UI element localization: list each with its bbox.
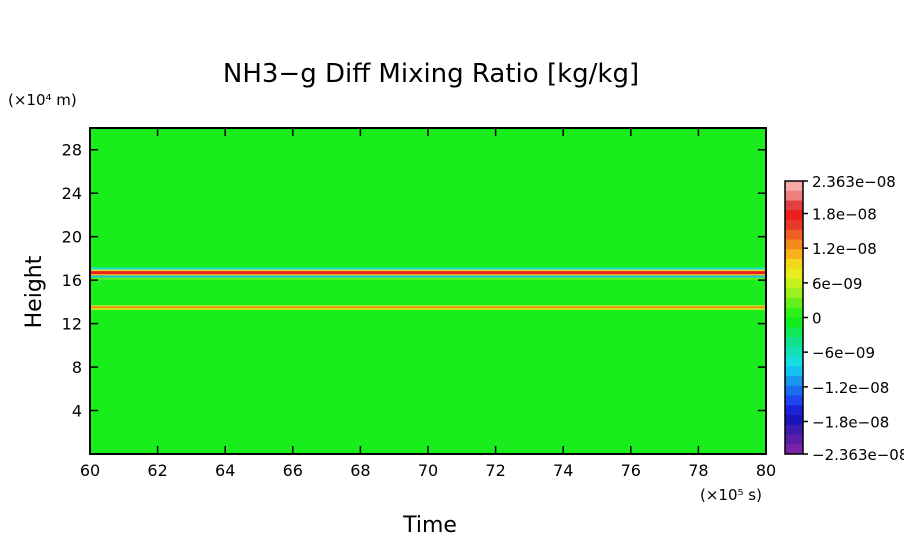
- x-unit-label: (×10⁵ s): [700, 486, 762, 504]
- colorbar-swatch: [785, 327, 803, 338]
- x-tick-label: 70: [418, 461, 438, 480]
- x-axis: 60 62 64 66 68 70 72 74 76 78 80: [80, 128, 776, 480]
- x-tick-label: 60: [80, 461, 100, 480]
- colorbar-tick-label: −1.2e−08: [812, 379, 889, 397]
- colorbar-swatch: [785, 190, 803, 201]
- colorbar-swatch: [785, 415, 803, 426]
- colorbar-tick-label: 0: [812, 310, 822, 328]
- x-tick-label: 66: [283, 461, 303, 480]
- band-upper-flank-bottom: [90, 275, 766, 278]
- data-bands: [90, 267, 766, 310]
- colorbar-tick-label: 1.8e−08: [812, 206, 877, 224]
- colorbar-swatch: [785, 434, 803, 445]
- colorbar-swatch: [785, 356, 803, 367]
- x-tick-label: 78: [688, 461, 708, 480]
- colorbar-swatch: [785, 424, 803, 435]
- y-unit-label: (×10⁴ m): [8, 91, 77, 109]
- colorbar-swatch: [785, 317, 803, 328]
- colorbar-swatch: [785, 259, 803, 270]
- colorbar-swatch: [785, 200, 803, 211]
- y-tick-label: 20: [62, 228, 82, 247]
- y-tick-label: 24: [62, 184, 82, 203]
- colorbar-swatch: [785, 298, 803, 309]
- band-upper-core: [90, 271, 766, 275]
- y-axis: 4 8 12 16 20 24 28: [62, 141, 766, 421]
- colorbar-swatch: [785, 288, 803, 299]
- colorbar-swatch: [785, 229, 803, 240]
- plot-background: [90, 128, 766, 454]
- colorbar-swatch: [785, 249, 803, 260]
- colorbar-swatch: [785, 346, 803, 357]
- colorbar-swatch: [785, 239, 803, 250]
- colorbar-swatch: [785, 366, 803, 377]
- y-tick-label: 8: [72, 358, 82, 377]
- colorbar-swatch: [785, 337, 803, 348]
- band-lower-core: [90, 306, 766, 309]
- colorbar-tick-label: 1.2e−08: [812, 240, 877, 258]
- colorbar-swatch: [785, 307, 803, 318]
- colorbar-tick-label: −2.363e−08: [812, 446, 904, 464]
- y-tick-label: 4: [72, 402, 82, 421]
- band-lower-edge: [90, 305, 766, 307]
- colorbar-swatch: [785, 395, 803, 406]
- colorbar-swatch: [785, 181, 803, 192]
- colorbar-swatch: [785, 278, 803, 289]
- colorbar-tick-label: 6e−09: [812, 275, 862, 293]
- band-upper-edge-top: [90, 269, 766, 272]
- y-tick-label: 16: [62, 271, 82, 290]
- x-tick-label: 80: [756, 461, 776, 480]
- colorbar-swatch: [785, 385, 803, 396]
- x-tick-label: 64: [215, 461, 235, 480]
- colorbar-swatch: [785, 444, 803, 455]
- x-tick-label: 72: [485, 461, 505, 480]
- colorbar-swatch: [785, 210, 803, 221]
- colorbar-swatch: [785, 268, 803, 279]
- y-tick-label: 12: [62, 315, 82, 334]
- colorbar: 2.363e−08 1.8e−08 1.2e−08 6e−09 0 −6e−09 −1.2e…: [784, 173, 904, 464]
- colorbar-swatch: [785, 405, 803, 416]
- x-tick-label: 68: [350, 461, 370, 480]
- x-tick-label: 62: [147, 461, 167, 480]
- band-upper-edge-bottom: [90, 274, 766, 276]
- colorbar-tick-label: 2.363e−08: [812, 173, 896, 191]
- x-tick-label: 76: [621, 461, 641, 480]
- colorbar-tick-label: −6e−09: [812, 344, 875, 362]
- chart-title: NH3−g Diff Mixing Ratio [kg/kg]: [223, 59, 639, 89]
- x-tick-label: 74: [553, 461, 573, 480]
- colorbar-tick-label: −1.8e−08: [812, 413, 889, 431]
- band-upper-flank-top: [90, 267, 766, 270]
- colorbar-swatch: [785, 376, 803, 387]
- y-axis-label: Height: [22, 255, 47, 328]
- colorbar-swatch: [785, 220, 803, 231]
- y-tick-label: 28: [62, 141, 82, 160]
- band-upper-halo: [90, 277, 766, 280]
- band-lower-halo: [90, 308, 766, 310]
- x-axis-label: Time: [402, 513, 457, 538]
